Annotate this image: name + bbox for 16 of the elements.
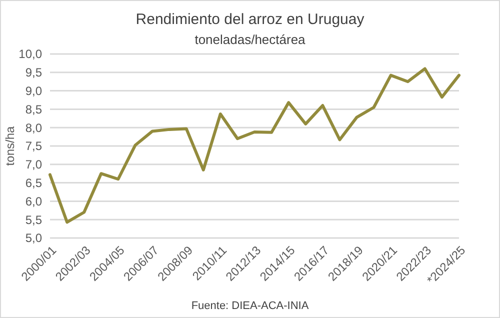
y-tick-label: 9,5 xyxy=(25,66,42,80)
chart-subtitle: toneladas/hectárea xyxy=(194,32,306,47)
y-tick-label: 9,0 xyxy=(25,84,42,98)
source-note: Fuente: DIEA-ACA-INIA xyxy=(191,300,310,312)
y-tick-label: 5,0 xyxy=(25,231,42,246)
y-tick-label: 8,5 xyxy=(25,102,42,116)
y-tick-label: 10,0 xyxy=(18,47,42,62)
y-tick-label: 5,5 xyxy=(25,212,42,227)
line-series xyxy=(48,67,460,224)
y-tick-label: 7,5 xyxy=(25,139,42,154)
y-tick-label: 8,0 xyxy=(25,120,42,135)
y-axis-title: tons/ha xyxy=(3,126,17,166)
chart-title: Rendimiento del arroz en Uruguay xyxy=(136,11,365,28)
y-tick-label: 6,5 xyxy=(25,176,42,190)
y-tick-label: 6,0 xyxy=(25,194,42,208)
y-tick-label: 7,0 xyxy=(25,158,42,172)
